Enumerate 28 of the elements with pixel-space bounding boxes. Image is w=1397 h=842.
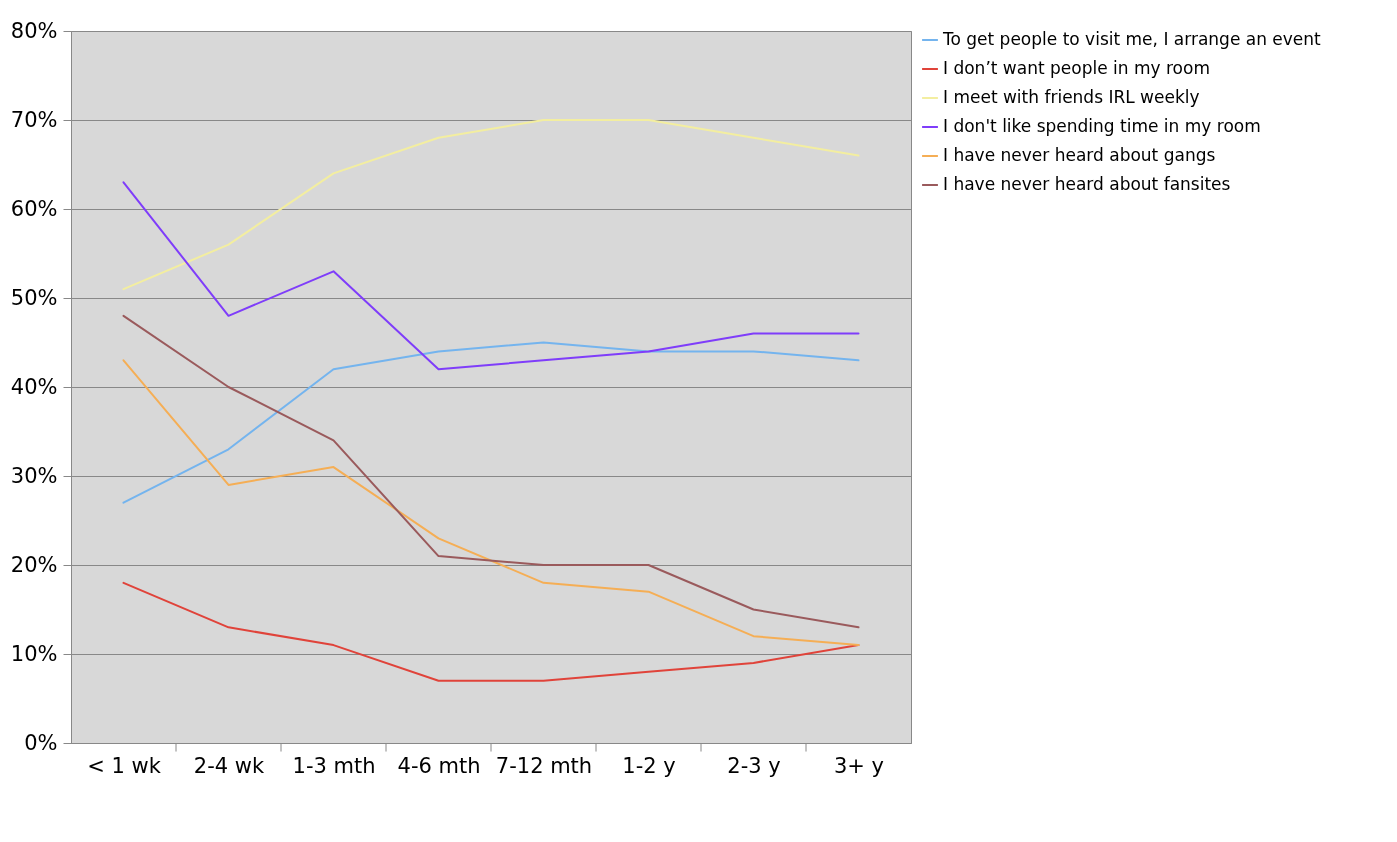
x-tick-label: 4-6 mth xyxy=(397,753,481,778)
x-tick-label: 3+ y xyxy=(833,753,885,778)
y-tick-label: 40% xyxy=(10,374,58,399)
legend-label: To get people to visit me, I arrange an event xyxy=(942,29,1322,49)
line-series xyxy=(122,314,860,629)
x-tick-label: 1-2 y xyxy=(622,753,676,778)
legend-label: I don't like spending time in my room xyxy=(943,116,1261,136)
legend-label: I meet with friends IRL weekly xyxy=(943,87,1200,107)
y-tick-label: 70% xyxy=(10,107,58,132)
y-tick-label: 20% xyxy=(10,552,58,577)
y-tick-label: 10% xyxy=(10,641,58,666)
x-tick-label: 1-3 mth xyxy=(292,753,376,778)
legend-label: I have never heard about fansites xyxy=(943,174,1231,194)
y-tick-label: 80% xyxy=(10,18,58,43)
y-tick-label: 0% xyxy=(24,730,58,755)
line-series xyxy=(122,119,860,291)
line-series xyxy=(122,341,860,504)
x-tick-label: 2-4 wk xyxy=(193,753,265,778)
line-series xyxy=(122,359,860,647)
line-series xyxy=(122,181,860,371)
y-tick-label: 50% xyxy=(10,285,58,310)
y-tick-label: 30% xyxy=(10,463,58,488)
x-tick-label: < 1 wk xyxy=(87,753,162,778)
x-tick-label: 2-3 y xyxy=(727,753,781,778)
y-tick-label: 60% xyxy=(10,196,58,221)
legend-label: I don’t want people in my room xyxy=(943,58,1210,78)
x-tick-label: 7-12 mth xyxy=(495,753,593,778)
legend-label: I have never heard about gangs xyxy=(943,145,1216,165)
